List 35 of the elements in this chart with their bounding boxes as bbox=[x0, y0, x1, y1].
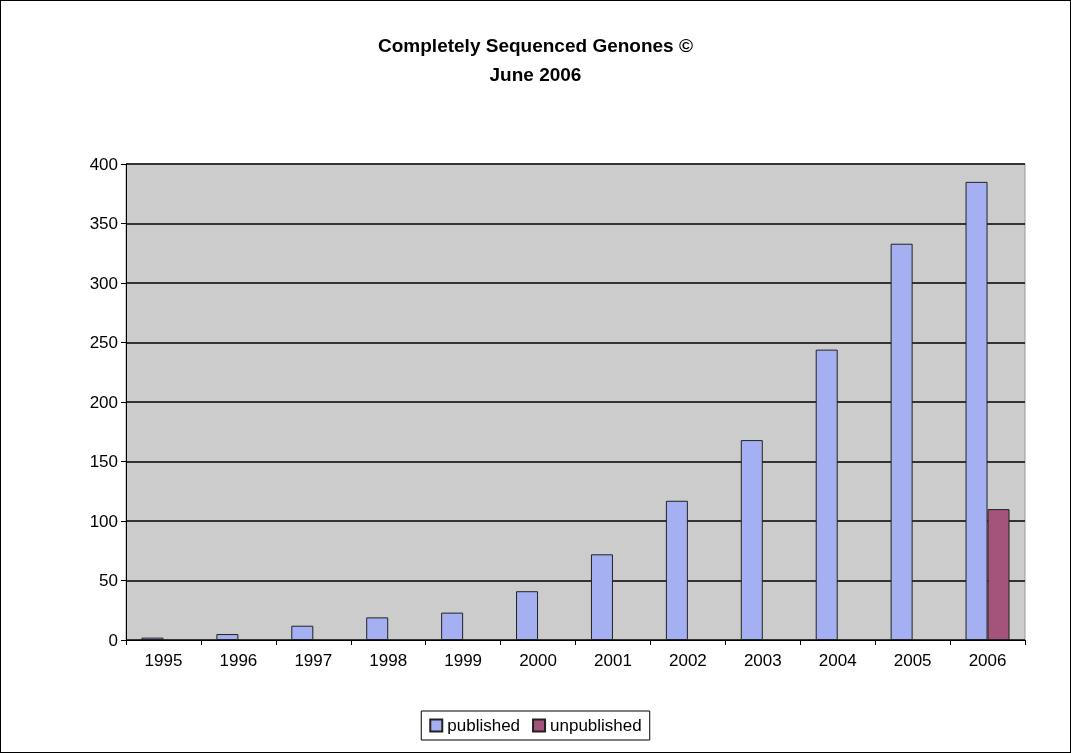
x-tick-label: 2004 bbox=[818, 651, 857, 670]
y-tick-label: 250 bbox=[89, 333, 118, 352]
bar bbox=[366, 617, 389, 640]
chart-title: Completely Sequenced Genones © bbox=[378, 35, 693, 56]
bar bbox=[740, 440, 763, 640]
x-tick-label: 1996 bbox=[219, 651, 258, 670]
y-tick-label: 400 bbox=[89, 154, 118, 174]
y-tick-label: 0 bbox=[108, 630, 118, 650]
x-tick-label: 2000 bbox=[519, 651, 557, 670]
y-tick-label: 50 bbox=[99, 571, 118, 590]
chart-subtitle: June 2006 bbox=[489, 64, 582, 85]
legend-label: unpublished bbox=[550, 716, 642, 735]
bar bbox=[890, 243, 913, 640]
x-tick-label: 1995 bbox=[144, 651, 183, 670]
bar bbox=[516, 591, 539, 640]
x-tick-label: 2006 bbox=[968, 651, 1007, 670]
bar bbox=[815, 349, 838, 640]
x-tick-label: 2005 bbox=[893, 651, 932, 670]
x-tick-label: 2003 bbox=[743, 651, 782, 670]
y-tick-label: 200 bbox=[89, 392, 118, 412]
bar bbox=[665, 500, 688, 640]
x-tick-label: 1997 bbox=[294, 651, 333, 670]
y-tick-label: 350 bbox=[89, 214, 118, 233]
x-tick-label: 1999 bbox=[444, 651, 483, 670]
y-tick-label: 150 bbox=[89, 452, 118, 471]
x-tick-label: 2001 bbox=[594, 651, 632, 670]
bar bbox=[216, 634, 239, 640]
legend-label: published bbox=[447, 716, 521, 735]
y-tick-label: 300 bbox=[89, 273, 118, 293]
bar bbox=[291, 625, 314, 640]
x-tick-label: 2002 bbox=[668, 651, 707, 670]
x-tick-label: 1998 bbox=[369, 651, 408, 670]
bar bbox=[590, 554, 613, 640]
y-tick-label: 100 bbox=[89, 511, 118, 531]
bar bbox=[441, 612, 464, 640]
